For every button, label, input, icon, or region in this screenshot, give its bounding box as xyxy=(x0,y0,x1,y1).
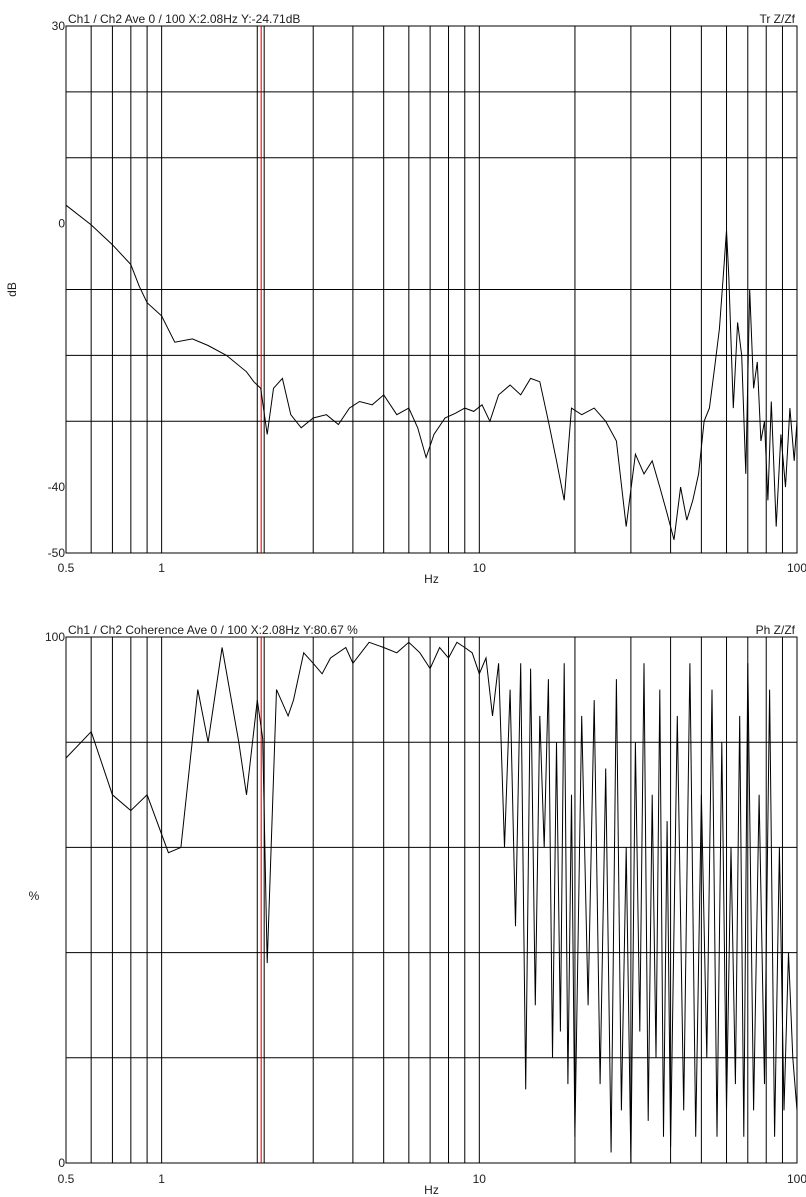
chart1-plot-frame xyxy=(65,636,798,1164)
chart1-y-tick-label: 0 xyxy=(58,1156,65,1170)
chart0-header-mode: Tr Z/Zf xyxy=(759,12,795,26)
chart1-y-tick-label: 100 xyxy=(45,630,65,644)
transfer-function-panel: Ch1 / Ch2 Ave 0 / 100 X:2.08Hz Y:-24.71d… xyxy=(5,12,806,586)
coherence-panel: Ch1 / Ch2 Coherence Ave 0 / 100 X:2.08Hz… xyxy=(29,623,806,1197)
chart1-x-axis-label: Hz xyxy=(424,1183,439,1197)
chart1-x-tick-label: 100 xyxy=(787,1172,806,1186)
chart0-header-readout: Ch1 / Ch2 Ave 0 / 100 X:2.08Hz Y:-24.71d… xyxy=(68,12,300,26)
chart0-x-tick-label: 1 xyxy=(158,561,165,575)
chart0-x-tick-label: 0.5 xyxy=(58,561,75,575)
chart1-x-tick-label: 10 xyxy=(473,1172,487,1186)
chart1-series-line xyxy=(65,641,798,1164)
chart1-y-axis-label: % xyxy=(29,889,40,903)
chart0-x-tick-label: 100 xyxy=(787,561,806,575)
chart0-x-axis-label: Hz xyxy=(424,572,439,586)
chart0-y-tick-label: 30 xyxy=(52,19,66,33)
chart0-y-tick-label: -50 xyxy=(48,546,66,560)
chart1-x-tick-label: 0.5 xyxy=(58,1172,75,1186)
chart1-header-readout: Ch1 / Ch2 Coherence Ave 0 / 100 X:2.08Hz… xyxy=(68,623,358,637)
chart0-y-axis-label: dB xyxy=(5,282,19,297)
chart1-header-mode: Ph Z/Zf xyxy=(756,623,796,637)
chart0-y-tick-label: 0 xyxy=(58,217,65,231)
chart0-series-line xyxy=(65,204,798,540)
chart1-x-tick-label: 1 xyxy=(158,1172,165,1186)
chart0-x-tick-label: 10 xyxy=(473,561,487,575)
chart0-y-tick-label: -40 xyxy=(48,480,66,494)
